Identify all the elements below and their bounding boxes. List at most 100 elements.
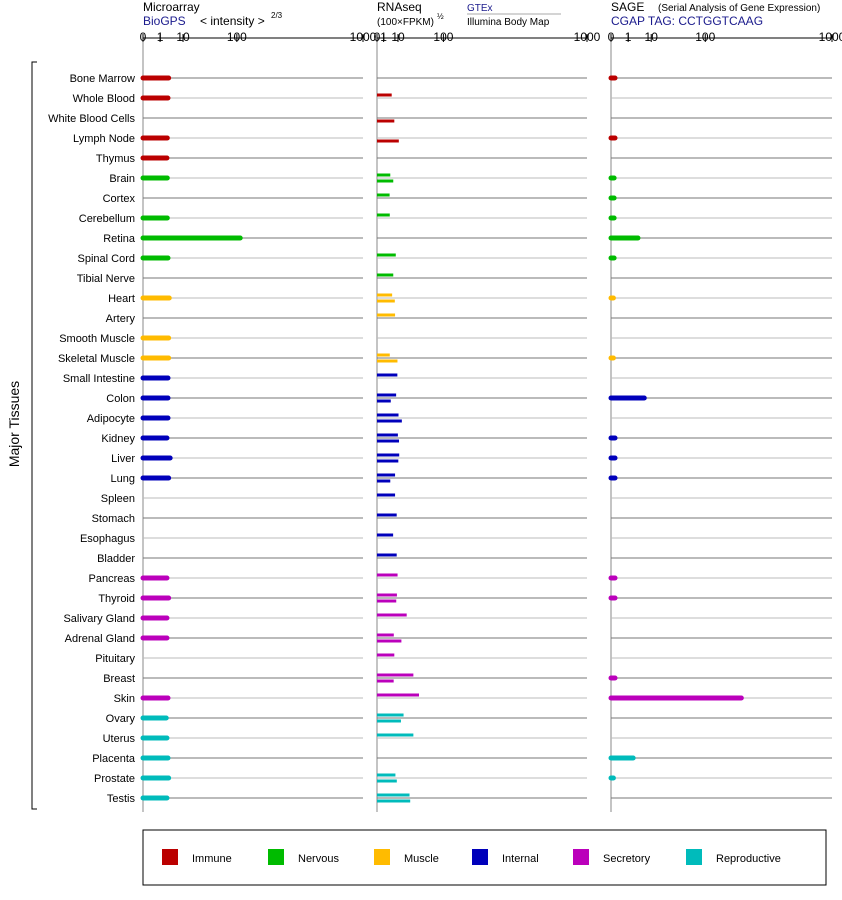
tissue-label: Tibial Nerve xyxy=(77,273,135,285)
legend-swatch xyxy=(573,849,589,865)
legend-label: Nervous xyxy=(298,853,339,865)
rnaseq-tick-label: 1000 xyxy=(574,30,601,44)
tissue-label: Spinal Cord xyxy=(78,253,135,265)
legend: Immune Nervous Muscle Internal Secretory Repr… xyxy=(162,849,781,865)
tissue-label: White Blood Cells xyxy=(48,113,135,125)
tissue-row: Ovary xyxy=(106,713,832,725)
rnaseq-source-gtex: GTEx xyxy=(467,3,493,14)
legend-label: Reproductive xyxy=(716,853,781,865)
tissue-row: Brain xyxy=(109,173,832,185)
tissue-row: Pituitary xyxy=(95,653,832,665)
tissue-row: Thyroid xyxy=(98,593,832,605)
tissue-label: Small Intestine xyxy=(63,373,135,385)
rnaseq-exponent: ½ xyxy=(437,12,444,21)
axes-layer: 011010010000110100100001101001000 xyxy=(140,30,842,812)
tissue-label: Uterus xyxy=(103,733,136,745)
tissue-row: Salivary Gland xyxy=(63,613,832,625)
tissue-label: Adrenal Gland xyxy=(65,633,135,645)
tissue-label: Esophagus xyxy=(80,533,136,545)
tissue-label: Cerebellum xyxy=(79,213,135,225)
tissue-label: Brain xyxy=(109,173,135,185)
tissue-row: Prostate xyxy=(94,773,832,785)
tissue-label: Prostate xyxy=(94,773,135,785)
tissue-row: Spleen xyxy=(101,493,832,505)
tissue-label: Smooth Muscle xyxy=(59,333,135,345)
legend-item: Muscle xyxy=(374,849,439,865)
tissue-label: Bone Marrow xyxy=(70,73,135,85)
tissue-row: Heart xyxy=(108,293,832,305)
tissue-label: Adipocyte xyxy=(87,413,135,425)
tissue-row: Cerebellum xyxy=(79,213,832,225)
tissue-row: Colon xyxy=(106,393,832,405)
tissue-label: Whole Blood xyxy=(73,93,135,105)
tissue-label: Placenta xyxy=(92,753,136,765)
tissue-label: Pancreas xyxy=(89,573,136,585)
legend-label: Immune xyxy=(192,853,232,865)
tissue-row: Lymph Node xyxy=(73,133,832,145)
tissue-label: Thymus xyxy=(96,153,136,165)
tissue-label: Testis xyxy=(107,793,136,805)
rows-layer: Bone Marrow Whole Blood White Blood Cells L… xyxy=(48,73,832,805)
tissue-label: Lung xyxy=(111,473,135,485)
tissue-label: Bladder xyxy=(97,553,135,565)
tissue-row: Testis xyxy=(107,793,832,805)
tissue-row: Adrenal Gland xyxy=(65,633,832,645)
legend-swatch xyxy=(268,849,284,865)
legend-item: Internal xyxy=(472,849,539,865)
tissue-label: Salivary Gland xyxy=(63,613,135,625)
microarray-tick-label: 0 xyxy=(140,30,147,44)
rnaseq-tick-label: 1 xyxy=(380,30,387,44)
tissue-label: Colon xyxy=(106,393,135,405)
tissue-row: Retina xyxy=(103,233,832,245)
legend-swatch xyxy=(686,849,702,865)
tissue-label: Breast xyxy=(103,673,135,685)
sage-title: SAGE xyxy=(611,0,644,14)
legend-label: Secretory xyxy=(603,853,651,865)
legend-label: Internal xyxy=(502,853,539,865)
tissue-row: Thymus xyxy=(96,153,832,165)
microarray-tick-label: 1000 xyxy=(350,30,377,44)
tissue-label: Artery xyxy=(106,313,136,325)
tissue-label: Kidney xyxy=(101,433,135,445)
tissue-label: Thyroid xyxy=(98,593,135,605)
tissue-row: Cortex xyxy=(103,193,832,205)
rnaseq-tick-label: 10 xyxy=(391,30,405,44)
group-bracket xyxy=(31,61,37,810)
tissue-row: Artery xyxy=(106,313,832,325)
tissue-label: Spleen xyxy=(101,493,135,505)
tissue-row: Placenta xyxy=(92,753,832,765)
tissue-label: Skeletal Muscle xyxy=(58,353,135,365)
tissue-row: Whole Blood xyxy=(73,93,832,105)
microarray-tick-label: 100 xyxy=(227,30,247,44)
tissue-row: Skeletal Muscle xyxy=(58,353,832,365)
legend-item: Reproductive xyxy=(686,849,781,865)
sage-tick-label: 10 xyxy=(645,30,659,44)
tissue-label: Cortex xyxy=(103,193,136,205)
tissue-label: Stomach xyxy=(92,513,135,525)
rnaseq-tick-label: 0 xyxy=(374,30,381,44)
tissue-row: Liver xyxy=(111,453,832,465)
tissue-row: Skin xyxy=(114,693,832,705)
rnaseq-title: RNAseq xyxy=(377,0,422,14)
legend-swatch xyxy=(472,849,488,865)
sage-tick-label: 0 xyxy=(608,30,615,44)
tissue-row: Stomach xyxy=(92,513,832,525)
tissue-row: Bone Marrow xyxy=(70,73,832,85)
group-label: Major Tissues xyxy=(6,381,22,467)
legend-label: Muscle xyxy=(404,853,439,865)
tissue-row: Pancreas xyxy=(89,573,832,585)
tissue-row: Bladder xyxy=(97,553,832,565)
microarray-title: Microarray xyxy=(143,0,200,14)
sage-tick-label: 1000 xyxy=(819,30,842,44)
tissue-label: Pituitary xyxy=(95,653,135,665)
microarray-source: BioGPS xyxy=(143,14,186,28)
tissue-label: Lymph Node xyxy=(73,133,135,145)
tissue-row: Lung xyxy=(111,473,832,485)
sage-tag: CGAP TAG: CCTGGTCAAG xyxy=(611,14,763,28)
rnaseq-source-ibm: Illumina Body Map xyxy=(467,17,550,28)
tissue-label: Heart xyxy=(108,293,135,305)
legend-swatch xyxy=(162,849,178,865)
rnaseq-tick-label: 100 xyxy=(433,30,453,44)
sage-subtitle: (Serial Analysis of Gene Expression) xyxy=(658,3,820,14)
